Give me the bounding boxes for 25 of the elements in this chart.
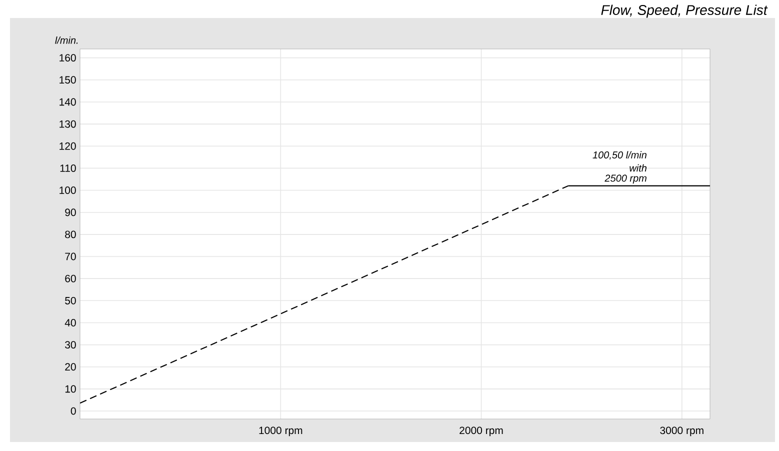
y-tick-label: 150 — [60, 76, 76, 84]
y-tick-label: 90 — [65, 208, 76, 216]
y-tick-label: 10 — [65, 385, 76, 393]
chart-title: Flow, Speed, Pressure List — [601, 4, 768, 18]
y-tick-label: 100 — [60, 186, 76, 194]
y-tick-label: 0 — [70, 407, 76, 415]
y-tick-label: 140 — [60, 98, 76, 106]
annotation: 2500 rpm — [604, 174, 646, 184]
y-tick-label: 110 — [60, 164, 76, 172]
y-tick-label: 20 — [65, 363, 76, 371]
x-tick-label: 2000 rpm — [460, 426, 503, 436]
y-tick-label: 130 — [60, 120, 76, 128]
y-tick-label: 160 — [60, 54, 76, 62]
y-tick-label: 40 — [64, 319, 76, 326]
x-tick-label: 1000 rpm — [259, 426, 302, 436]
y-tick-label: 60 — [65, 274, 76, 282]
y-axis-title: l/min. — [55, 36, 78, 44]
y-tick-label: 80 — [65, 230, 76, 238]
annotation: with — [630, 164, 647, 172]
y-tick-label: 30 — [65, 341, 76, 349]
y-tick-label: 120 — [60, 142, 76, 150]
y-tick-label: 50 — [65, 296, 76, 304]
annotation: 100,50 l/min — [592, 151, 646, 160]
y-tick-label: 70 — [65, 252, 76, 260]
x-tick-label: 3000 rpm — [660, 426, 704, 436]
